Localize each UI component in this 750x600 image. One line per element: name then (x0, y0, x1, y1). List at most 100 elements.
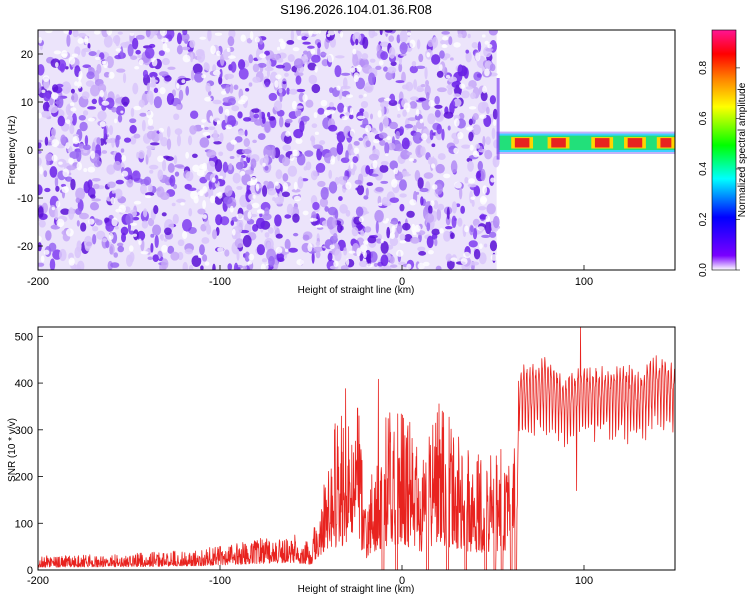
spectrogram-noise-cell (273, 100, 283, 112)
spectrogram-noise-cell (415, 191, 420, 195)
spectrogram-xtick-label: 0 (399, 276, 405, 288)
spectrogram-noise-cell (434, 109, 441, 118)
spectrogram-gap-cell (227, 55, 236, 59)
spectrogram-noise-cell (439, 50, 445, 59)
spectrogram-noise-cell (170, 251, 180, 261)
spectrogram-noise-cell (477, 101, 487, 114)
spectrogram-gap-cell (445, 74, 451, 79)
spectrogram-noise-cell (178, 89, 184, 101)
spectrogram-noise-cell (161, 57, 170, 66)
spectrogram-gap-cell (138, 238, 142, 246)
spectrogram-noise-cell (389, 264, 398, 268)
spectrogram-gap-cell (77, 80, 82, 89)
spectrogram-noise-cell (427, 113, 436, 125)
spectrogram-noise-cell (180, 32, 190, 42)
spectrogram-noise-cell (149, 71, 158, 79)
spectrogram-noise-cell (248, 193, 255, 201)
spectrogram-gap-cell (38, 36, 43, 44)
spectrogram-noise-cell (236, 249, 240, 261)
spectrogram-gap-cell (295, 138, 303, 145)
spectrogram-noise-cell (435, 163, 445, 174)
spectrogram-gap-cell (432, 184, 438, 190)
spectrogram-gap-cell (320, 99, 328, 107)
spectrogram-noise-cell (384, 142, 390, 155)
spectrogram-noise-cell (132, 37, 139, 50)
spectrogram-gap-cell (252, 194, 256, 199)
spectrogram-noise-cell (402, 109, 407, 117)
spectrogram-noise-cell (453, 93, 461, 98)
spectrogram-noise-cell (293, 58, 304, 69)
spectrogram-noise-cell (315, 162, 326, 173)
spectrogram-noise-cell (351, 226, 359, 237)
spectrogram-noise-cell (264, 207, 270, 216)
spectrogram-gap-cell (247, 261, 253, 265)
spectrogram-noise-cell (156, 186, 165, 198)
spectrogram-noise-cell (146, 130, 156, 140)
spectrogram-gap-cell (469, 144, 474, 151)
spectrogram-gap-cell (69, 102, 75, 107)
spectrogram-noise-cell (320, 187, 329, 200)
spectrogram-noise-cell (235, 161, 244, 170)
spectrogram-gap-cell (302, 94, 308, 102)
spectrogram-noise-cell (138, 99, 145, 108)
spectrogram-noise-cell (238, 67, 249, 80)
spectrogram-gap-cell (283, 182, 289, 191)
spectrogram-gap-cell (202, 214, 207, 220)
spectrogram-noise-cell (82, 47, 92, 52)
spectrogram-noise-cell (66, 165, 76, 171)
spectrogram-noise-cell (215, 214, 223, 226)
spectrogram-noise-cell (121, 96, 130, 106)
spectrogram-noise-cell (162, 159, 167, 172)
spectrogram-noise-cell (423, 172, 434, 179)
spectrogram-noise-cell (262, 213, 272, 221)
spectrogram-noise-cell (327, 206, 338, 216)
spectrogram-noise-cell (223, 196, 233, 205)
spectrogram-noise-cell (255, 217, 266, 230)
spectrogram-noise-cell (342, 175, 349, 181)
spectrogram-gap-cell (409, 39, 416, 48)
spectrogram-noise-cell (147, 183, 153, 193)
spectrogram-gap-cell (309, 218, 318, 222)
spectrogram-gap-cell (450, 257, 458, 262)
spectrogram-gap-cell (55, 200, 61, 208)
spectrogram-noise-cell (486, 203, 496, 215)
spectrogram-noise-cell (90, 194, 96, 199)
spectrogram-noise-cell (492, 108, 498, 120)
spectrogram-gap-cell (226, 47, 231, 53)
spectrogram-gap-cell (209, 195, 216, 204)
spectrogram-gap-cell (202, 131, 211, 136)
spectrogram-noise-cell (388, 46, 396, 59)
spectrogram-noise-cell (193, 72, 204, 83)
spectrogram-noise-cell (467, 183, 477, 188)
spectrogram-noise-cell (390, 61, 397, 67)
spectrogram-noise-cell (153, 204, 159, 215)
spectrogram-noise-cell (76, 240, 82, 252)
spectrogram-gap-cell (199, 36, 207, 40)
spectrogram-gap-cell (84, 35, 89, 45)
spectrogram-gap-cell (339, 31, 344, 38)
spectrogram-gap-cell (470, 196, 476, 200)
spectrogram-gap-cell (190, 190, 199, 200)
spectrogram-noise-cell (230, 61, 237, 73)
spectrogram-noise-cell (83, 144, 91, 151)
spectrogram-gap-cell (479, 114, 487, 119)
spectrogram-noise-cell (367, 236, 377, 244)
spectrogram-noise-cell (279, 91, 283, 103)
spectrogram-noise-cell (312, 201, 320, 211)
spectrogram-gap-cell (484, 40, 490, 45)
spectrogram-noise-cell (148, 164, 159, 170)
spectrogram-gap-cell (399, 240, 407, 244)
spectrogram-noise-cell (190, 52, 194, 63)
spectrogram-gap-cell (118, 204, 127, 213)
spectrogram-noise-cell (176, 134, 182, 147)
spectrogram-gap-cell (346, 94, 353, 98)
spectrogram-noise-cell (110, 262, 120, 268)
spectrogram-noise-cell (83, 149, 88, 154)
spectrogram-gap-cell (61, 186, 69, 193)
spectrogram-gap-cell (481, 34, 486, 38)
spectrogram-gap-cell (159, 30, 168, 37)
spectrogram-noise-cell (436, 123, 442, 135)
spectrogram-noise-cell (304, 150, 314, 157)
spectrogram-gap-cell (356, 64, 362, 73)
spectrogram-noise-cell (470, 225, 474, 233)
